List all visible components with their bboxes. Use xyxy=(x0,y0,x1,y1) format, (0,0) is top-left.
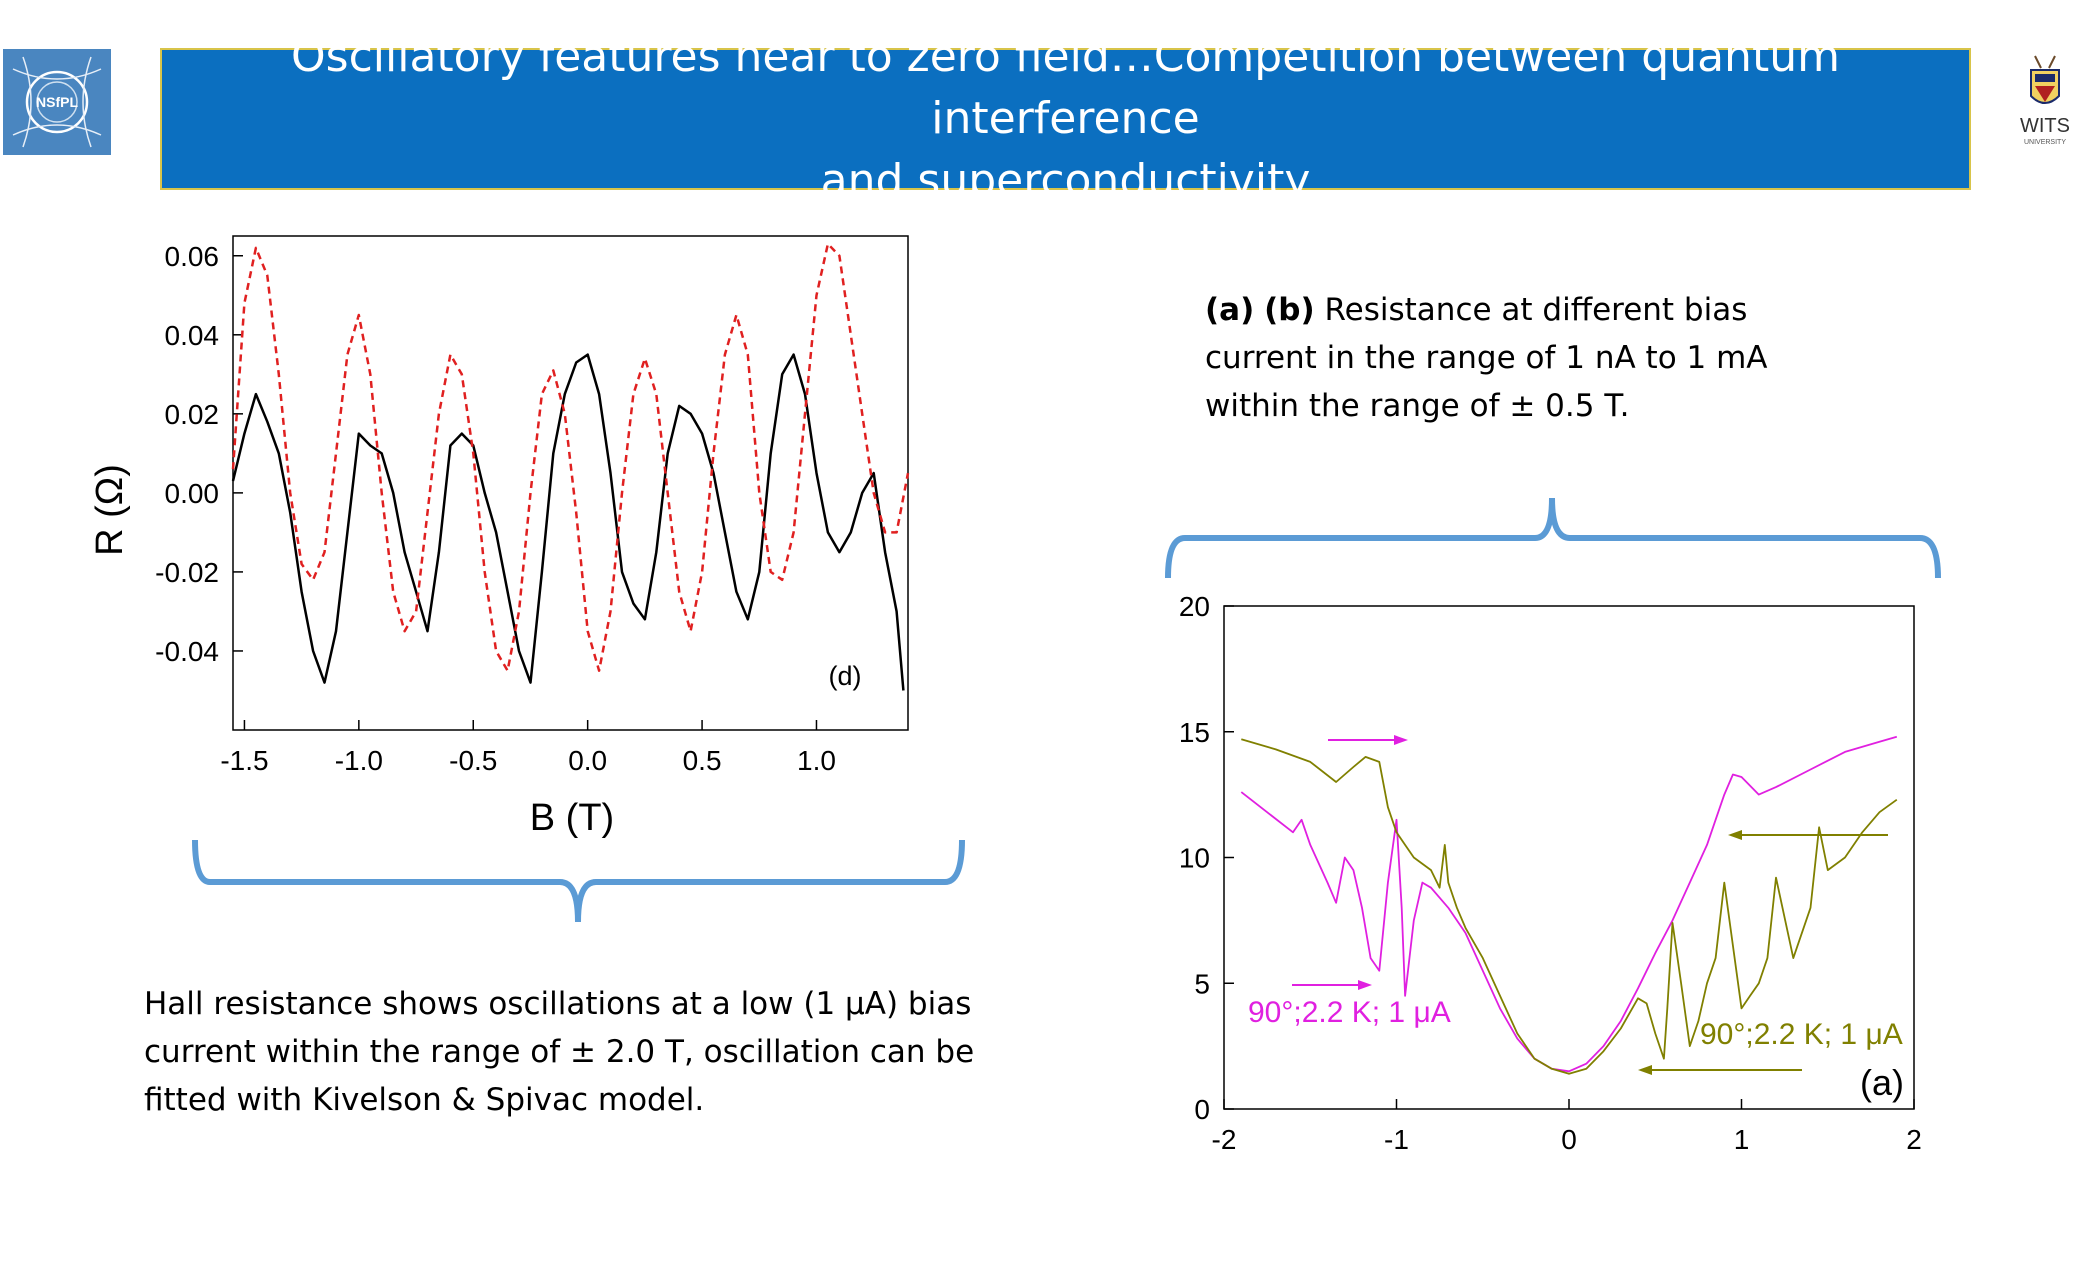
y-tick-label: 0.00 xyxy=(165,478,220,509)
y-tick-label: 0.02 xyxy=(165,399,220,430)
series-line-0 xyxy=(231,353,905,691)
x-tick-label: -2 xyxy=(1212,1124,1237,1155)
arrow-magenta-top-head xyxy=(1394,735,1408,745)
y-tick-label: 0.06 xyxy=(165,241,220,272)
title-line-2: and superconductivity xyxy=(820,155,1311,206)
y-tick-label: 5 xyxy=(1194,968,1210,999)
slide-title: Oscillatory features near to zero field…… xyxy=(162,26,1969,212)
chart-a-annotation-olive: 90°;2.2 K; 1 μA xyxy=(1700,1018,1903,1051)
chart-a-series xyxy=(1240,735,1898,1075)
wits-logo-subtext: UNIVERSITY xyxy=(2024,139,2066,146)
x-tick-label: -1 xyxy=(1384,1124,1409,1155)
chart-a-arrows xyxy=(1292,735,1888,1075)
chart-d-y-ticks: 0.06 0.04 0.02 0.00 -0.02 -0.04 xyxy=(155,241,243,667)
y-tick-label: 20 xyxy=(1179,591,1210,622)
desc-right-text: Resistance at different bias current in … xyxy=(1205,292,1768,424)
x-tick-label: 0.5 xyxy=(683,745,722,776)
nsfpl-logo-text: NSfPL xyxy=(36,94,78,110)
x-tick-label: 0.0 xyxy=(568,745,607,776)
arrow-magenta-bottom-head xyxy=(1358,980,1372,990)
series-line-0 xyxy=(1240,735,1898,1073)
title-banner: Oscillatory features near to zero field…… xyxy=(160,31,1971,206)
y-tick-label: 15 xyxy=(1179,717,1210,748)
chart-d-xlabel: B (T) xyxy=(530,797,614,839)
series-line-1 xyxy=(1241,738,1898,1075)
chart-d-frame xyxy=(232,235,909,731)
chart-a-annotation-magenta: 90°;2.2 K; 1 μA xyxy=(1248,996,1451,1029)
x-tick-label: 1 xyxy=(1734,1124,1750,1155)
left-description: Hall resistance shows oscillations at a … xyxy=(144,986,975,1118)
right-description: (a) (b) Resistance at different bias cur… xyxy=(1205,286,1845,430)
x-tick-label: -0.5 xyxy=(449,745,497,776)
chart-d-ylabel: R (Ω) xyxy=(89,464,131,556)
x-tick-label: -1.5 xyxy=(220,745,268,776)
y-tick-label: 0.04 xyxy=(165,320,220,351)
chart-a-panel-label: (a) xyxy=(1860,1062,1904,1103)
chart-a-y-ticks: 0 5 10 15 20 xyxy=(1179,591,1234,1125)
nsfpl-logo-graphic: NSfPL xyxy=(3,49,111,155)
arrow-olive-right-head xyxy=(1728,830,1742,840)
chart-d-series xyxy=(231,242,910,691)
chart-d-x-ticks: -1.5 -1.0 -0.5 0.0 0.5 1.0 xyxy=(220,720,836,776)
x-tick-label: 2 xyxy=(1906,1124,1922,1155)
y-tick-label: 0 xyxy=(1194,1094,1210,1125)
nsfpl-logo: NSfPL xyxy=(3,49,111,155)
wits-logo-text: WITS xyxy=(2020,115,2070,137)
chart-d-panel-label: (d) xyxy=(829,661,862,691)
chart-a-x-ticks: -2 -1 0 1 2 xyxy=(1212,1099,1922,1155)
x-tick-label: -1.0 xyxy=(335,745,383,776)
wits-logo: WITS UNIVERSITY xyxy=(2005,54,2085,154)
y-tick-label: 10 xyxy=(1179,843,1210,874)
series-line-1 xyxy=(231,242,910,672)
y-tick-label: -0.04 xyxy=(155,636,219,667)
arrow-olive-bottom-head xyxy=(1638,1065,1652,1075)
wits-crest-icon: WITS UNIVERSITY xyxy=(2020,55,2070,146)
x-tick-label: 0 xyxy=(1561,1124,1577,1155)
desc-bold-a: (a) xyxy=(1205,292,1255,328)
desc-bold-b: (b) xyxy=(1264,292,1315,328)
y-tick-label: -0.02 xyxy=(155,557,219,588)
x-tick-label: 1.0 xyxy=(797,745,836,776)
title-line-1: Oscillatory features near to zero field…… xyxy=(291,31,1840,144)
